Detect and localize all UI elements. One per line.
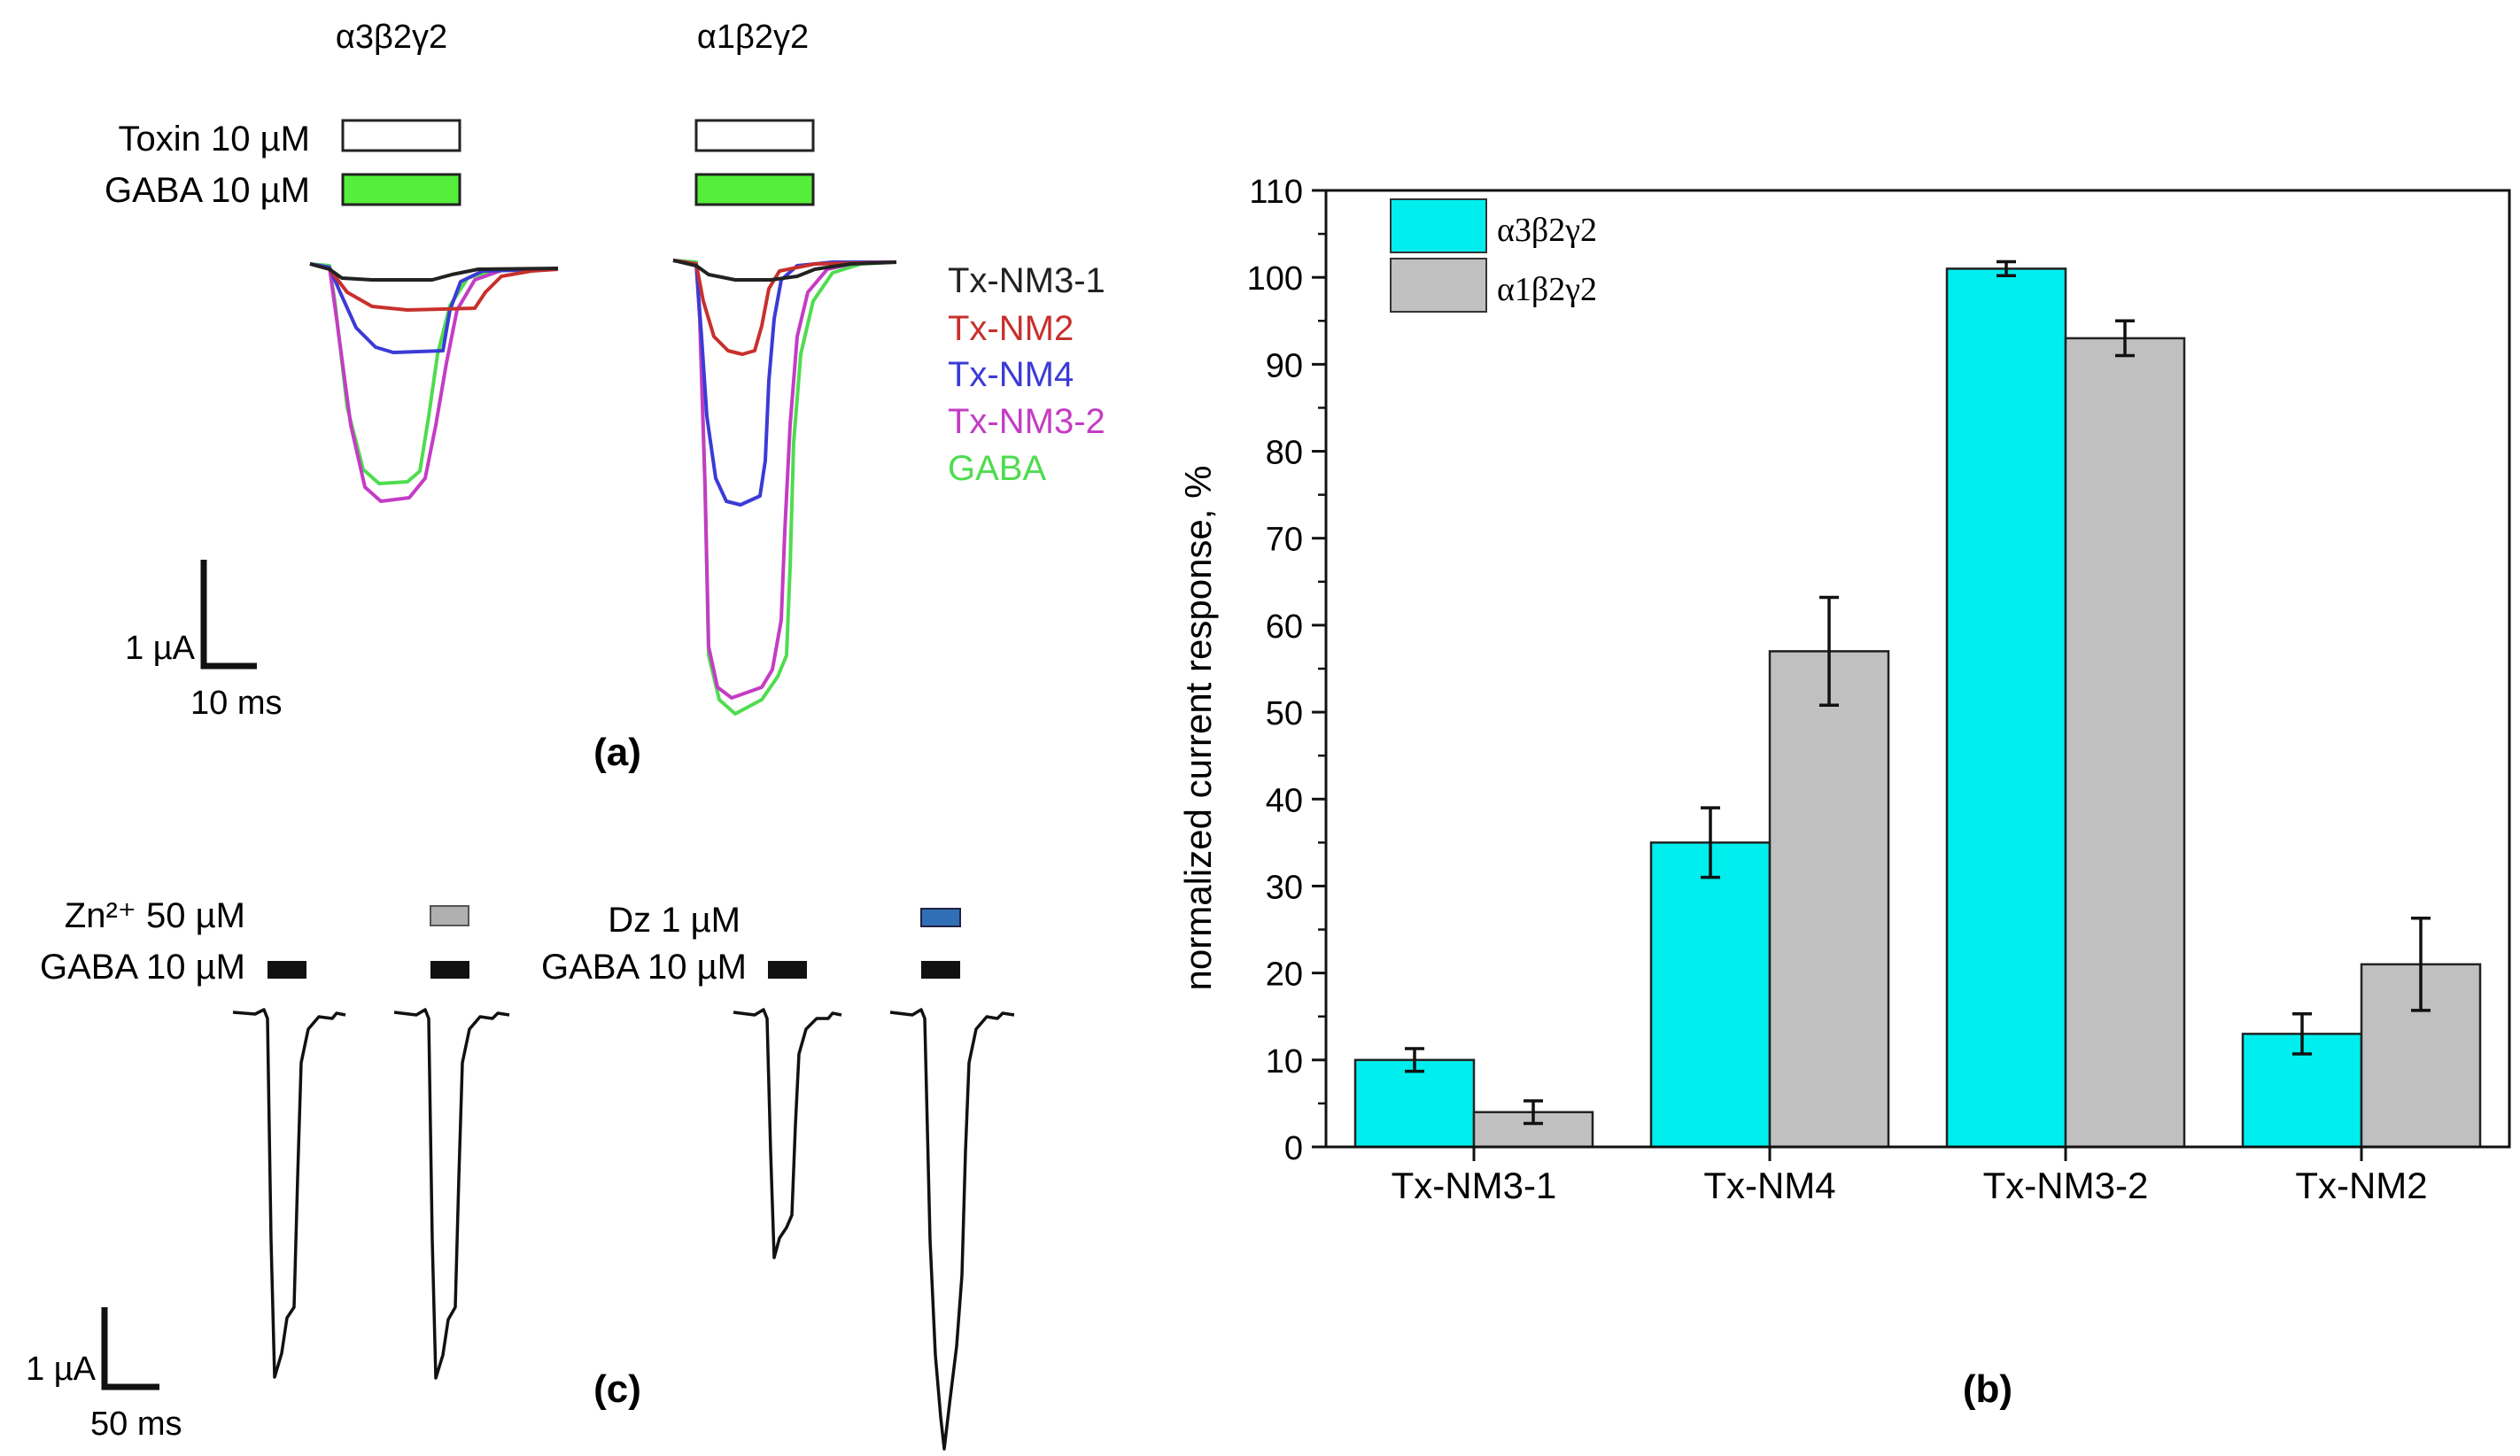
gaba-pulse-c1	[268, 961, 306, 979]
y-tick-label: 110	[1249, 174, 1303, 211]
y-axis-label: normalized current response, %	[1177, 466, 1219, 991]
scale-c-x-label: 50 ms	[90, 1406, 182, 1443]
error-bar	[1524, 1099, 1543, 1126]
bar-a1b2g2-tx-nm3-2	[2064, 337, 2186, 1149]
error-bar	[2411, 917, 2431, 1012]
trace-left-txnm3-2	[309, 262, 558, 503]
trace-c-zinc	[393, 1008, 510, 1380]
y-tick-label: 30	[1266, 869, 1303, 906]
y-tick-label: 20	[1266, 956, 1303, 994]
toxin-bar-right	[694, 119, 815, 152]
x-tick-label: Tx-NM3-1	[1392, 1165, 1557, 1206]
trace-c-control-2	[733, 1008, 842, 1259]
panel-b-label: (b)	[1963, 1367, 2012, 1411]
gaba-label-c2: GABA 10 µM	[541, 948, 747, 987]
trace-left-gaba	[309, 262, 558, 485]
legend-swatch-a1	[1390, 258, 1487, 313]
legend-gaba: GABA	[948, 449, 1046, 488]
y-tick-label: 10	[1266, 1043, 1303, 1080]
scale-bar-a-lines	[200, 560, 257, 670]
trace-left-txnm2	[309, 262, 559, 312]
gaba-label: GABA 10 µM	[105, 171, 310, 210]
toxin-bar-left	[341, 119, 461, 152]
y-tick-label: 70	[1266, 522, 1303, 559]
dz-bar	[920, 908, 961, 927]
y-tick-label: 90	[1266, 347, 1303, 384]
trace-left-txnm3-1	[309, 262, 559, 282]
gaba-pulse-c4	[921, 961, 960, 979]
legend-label-a3: α3β2γ2	[1497, 212, 1597, 249]
bar-a1b2g2-tx-nm4	[1768, 650, 1890, 1149]
scale-bar-a: 1 µA 10 ms	[125, 560, 282, 722]
x-axis: Tx-NM3-1 Tx-NM4 Tx-NM3-2 Tx-NM2	[1392, 1147, 2428, 1206]
y-axis: 0 10 20 30 40 50 60 70 80 90 100 110	[1247, 174, 1326, 1167]
scale-a-y-label: 1 µA	[125, 630, 196, 667]
scale-c-y-label: 1 µA	[26, 1351, 97, 1388]
trace-right-txnm2	[672, 259, 897, 356]
zn-label: Zn²⁺ 50 µM	[65, 896, 245, 935]
trace-left-txnm4	[309, 262, 559, 354]
bar-a3b2g2-tx-nm3-2	[1945, 267, 2067, 1149]
y-tick-label: 50	[1266, 695, 1303, 732]
x-tick-label: Tx-NM2	[2295, 1165, 2427, 1206]
gaba-bar-left	[341, 173, 461, 206]
scale-a-x-label: 10 ms	[190, 685, 282, 722]
y-tick-label: 60	[1266, 608, 1303, 646]
scale-bar-c: 1 µA 50 ms	[26, 1307, 182, 1443]
y-tick-label: 80	[1266, 435, 1303, 472]
traces-left	[309, 262, 559, 503]
trace-c-control-1	[232, 1008, 346, 1379]
panel-c: Zn²⁺ 50 µM GABA 10 µM Dz 1 µM GABA 10 µM…	[26, 896, 1015, 1451]
trace-right-txnm3-1	[672, 259, 897, 282]
y-tick-label: 0	[1284, 1130, 1303, 1167]
scale-bar-c-lines	[101, 1307, 159, 1390]
panel-a-label: (a)	[593, 731, 641, 774]
error-bar	[1701, 806, 1720, 879]
bar-a3b2g2-tx-nm3-1	[1353, 1058, 1476, 1149]
error-bar	[2292, 1012, 2312, 1056]
traces-c	[232, 1008, 1015, 1451]
legend-swatch-a3	[1390, 198, 1487, 253]
y-tick-label: 100	[1247, 260, 1303, 298]
receptor-label-left: α3β2γ2	[336, 19, 447, 56]
trace-right-txnm3-2	[672, 259, 896, 700]
trace-right-txnm4	[672, 259, 896, 507]
receptor-label-right: α1β2γ2	[697, 19, 809, 56]
plot-frame	[1324, 189, 2511, 1149]
traces-right	[672, 259, 897, 716]
legend-txnm3-1: Tx-NM3-1	[948, 261, 1105, 300]
legend-txnm4: Tx-NM4	[948, 355, 1074, 394]
chart-legend: α3β2γ2 α1β2γ2	[1390, 198, 1597, 313]
trace-legend: Tx-NM3-1 Tx-NM2 Tx-NM4 Tx-NM3-2 GABA	[948, 261, 1105, 488]
legend-label-a1: α1β2γ2	[1497, 271, 1597, 308]
x-tick-label: Tx-NM3-2	[1983, 1165, 2149, 1206]
x-tick-label: Tx-NM4	[1703, 1165, 1835, 1206]
bar-a3b2g2-tx-nm4	[1649, 841, 1772, 1149]
error-bar	[1405, 1047, 1424, 1073]
trace-c-diazepam	[889, 1008, 1015, 1451]
error-bar	[1997, 259, 2016, 277]
gaba-bar-right	[694, 173, 815, 206]
dz-label: Dz 1 µM	[608, 901, 740, 940]
panel-b: normalized current response, % 0 10 20 30 40…	[1177, 174, 2511, 1411]
error-bar	[1819, 595, 1839, 707]
gaba-pulse-c3	[768, 961, 807, 979]
gaba-label-c1: GABA 10 µM	[40, 948, 245, 987]
gaba-pulse-c2	[430, 961, 469, 979]
legend-txnm2: Tx-NM2	[948, 309, 1074, 348]
toxin-label: Toxin 10 µM	[119, 120, 310, 159]
panel-c-label: (c)	[593, 1367, 641, 1411]
legend-txnm3-2: Tx-NM3-2	[948, 402, 1105, 441]
zn-bar	[430, 905, 469, 926]
y-tick-label: 40	[1266, 782, 1303, 819]
error-bar	[2115, 319, 2135, 358]
bars	[1353, 259, 2482, 1149]
panel-a: α3β2γ2 α1β2γ2 Toxin 10 µM GABA 10 µM Tx-…	[105, 19, 1105, 774]
